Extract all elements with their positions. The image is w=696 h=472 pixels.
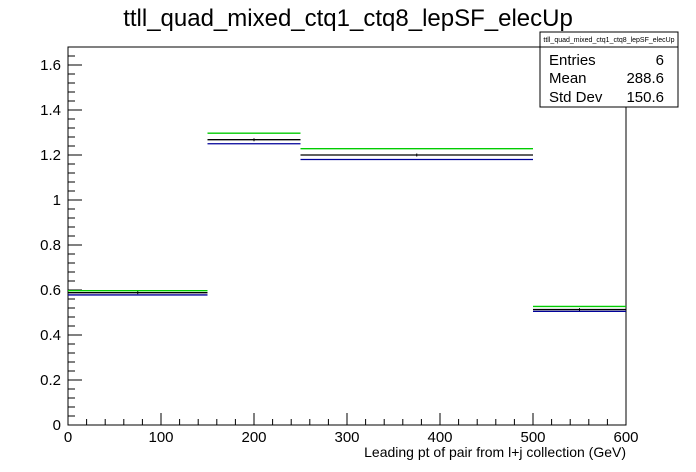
x-tick-label: 400 [427, 429, 452, 446]
x-axis: 0 100 200 300 400 500 600 [64, 413, 639, 446]
chart-title: ttll_quad_mixed_ctq1_ctq8_lepSF_elecUp [123, 5, 573, 32]
y-tick-label: 1.4 [40, 102, 61, 119]
y-tick-label: 0 [53, 417, 61, 434]
stats-entries-value: 6 [656, 52, 664, 69]
x-tick-label: 600 [613, 429, 638, 446]
y-axis: 0 0.2 0.4 0.6 0.8 1 1.2 1.4 1.6 [40, 46, 82, 434]
x-tick-label: 300 [334, 429, 359, 446]
series-line [68, 143, 626, 313]
y-tick-label: 0.8 [40, 237, 61, 254]
stats-entries-label: Entries [549, 52, 596, 69]
series-layer [68, 132, 626, 313]
y-tick-label: 0.6 [40, 282, 61, 299]
x-tick-label: 100 [148, 429, 173, 446]
y-tick-label: 0.4 [40, 327, 61, 344]
stats-box-title: ttll_quad_mixed_ctq1_ctq8_lepSF_elecUp [543, 37, 674, 44]
stats-mean-value: 288.6 [626, 70, 664, 87]
x-tick-label: 200 [241, 429, 266, 446]
y-tick-label: 0.2 [40, 372, 61, 389]
stats-stddev-value: 150.6 [626, 89, 664, 106]
x-axis-label: Leading pt of pair from l+j collection (… [364, 444, 626, 460]
x-tick-label: 0 [64, 429, 72, 446]
y-tick-label: 1 [53, 192, 61, 209]
x-tick-label: 500 [520, 429, 545, 446]
stats-stddev-label: Std Dev [549, 89, 603, 106]
y-tick-label: 1.6 [40, 57, 61, 74]
stats-box: ttll_quad_mixed_ctq1_ctq8_lepSF_elecUp E… [539, 31, 679, 108]
stats-mean-label: Mean [549, 70, 587, 87]
y-tick-label: 1.2 [40, 147, 61, 164]
series-line [68, 138, 626, 312]
series-line [68, 132, 626, 308]
